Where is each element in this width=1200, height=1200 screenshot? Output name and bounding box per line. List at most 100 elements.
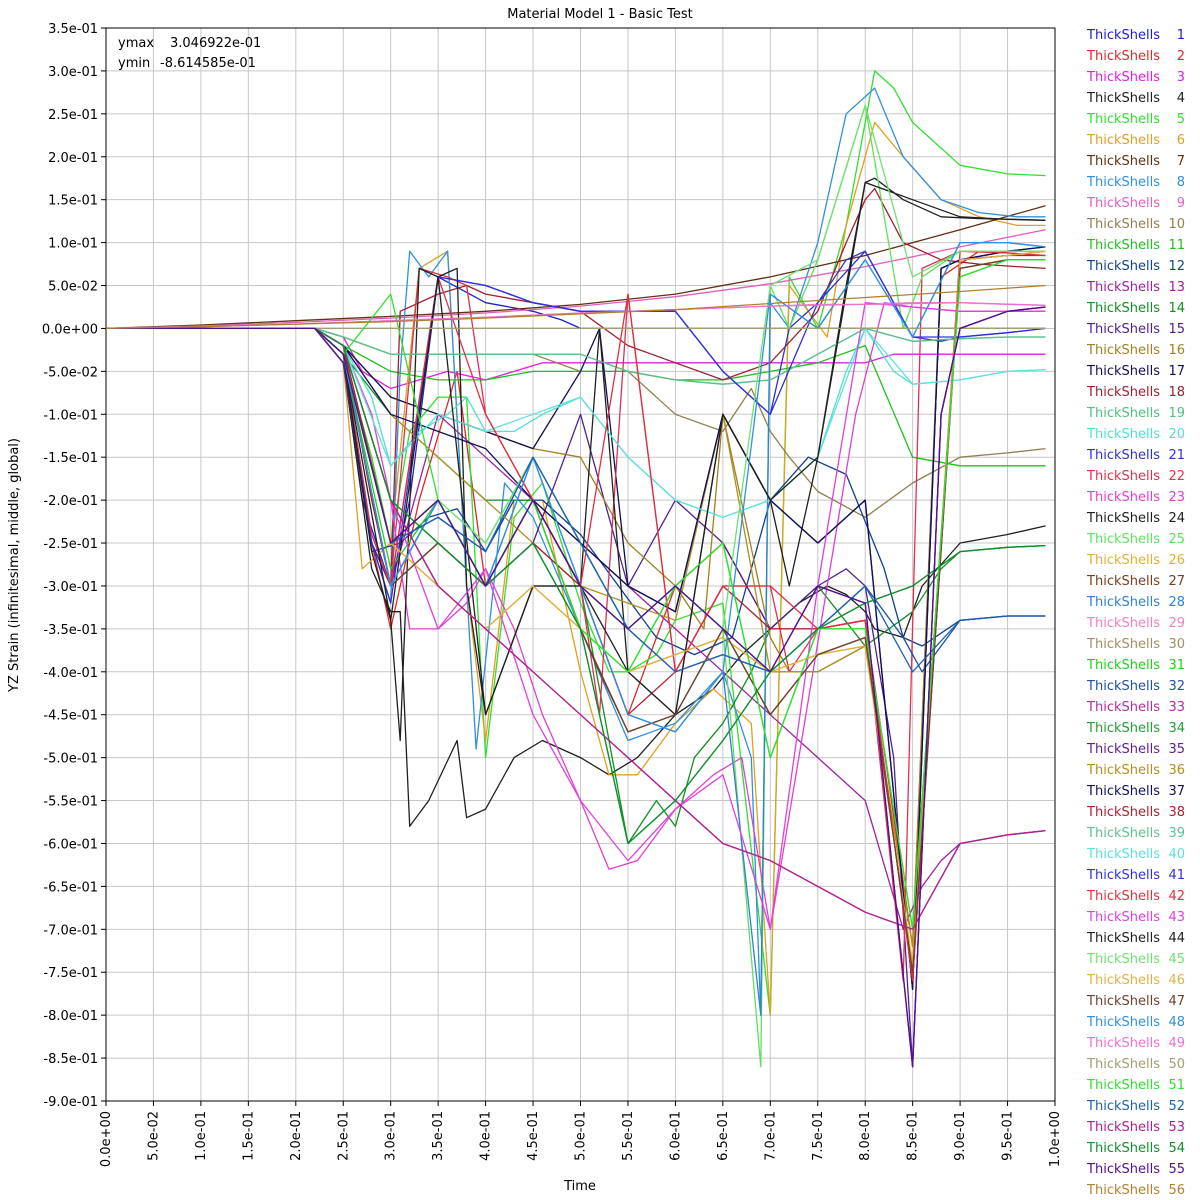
y-tick-label: -5.5e-01 xyxy=(43,795,98,810)
series-line-55 xyxy=(106,306,1046,1068)
legend-entry-name: ThickShells xyxy=(1086,343,1160,358)
series-line-48 xyxy=(106,241,1046,733)
legend-entry-name: ThickShells xyxy=(1086,826,1160,841)
y-tick-label: 1.5e-01 xyxy=(48,194,98,209)
x-tick-label: 1.0e+00 xyxy=(1048,1111,1063,1167)
y-tick-label: -2.0e-01 xyxy=(43,494,98,509)
legend-entry-name: ThickShells xyxy=(1086,574,1160,589)
x-tick-label: 7.0e-01 xyxy=(763,1111,778,1161)
legend-entry-id: 3 xyxy=(1177,70,1185,85)
legend-entry-id: 13 xyxy=(1168,280,1185,295)
legend-entry-name: ThickShells xyxy=(1086,553,1160,568)
y-tick-label: -1.0e-01 xyxy=(43,408,98,423)
series-line-10 xyxy=(106,327,1046,518)
legend-entry-id: 31 xyxy=(1168,658,1185,673)
legend-entry-name: ThickShells xyxy=(1086,49,1160,64)
legend-entry-id: 29 xyxy=(1168,616,1185,631)
x-tick-label: 5.0e-02 xyxy=(146,1111,161,1161)
x-tick-label: 4.5e-01 xyxy=(526,1111,541,1161)
y-tick-label: -8.5e-01 xyxy=(43,1052,98,1067)
legend-entry-id: 54 xyxy=(1168,1141,1185,1156)
legend-entry-id: 20 xyxy=(1168,427,1185,442)
legend-entry-id: 16 xyxy=(1168,343,1185,358)
legend-entry-name: ThickShells xyxy=(1086,742,1160,757)
legend-entry-id: 35 xyxy=(1168,742,1185,757)
legend-entry-name: ThickShells xyxy=(1086,322,1160,337)
legend-entry-name: ThickShells xyxy=(1086,637,1160,652)
x-tick-label: 1.5e-01 xyxy=(241,1111,256,1161)
legend-entry-id: 52 xyxy=(1168,1099,1185,1114)
series-line-37 xyxy=(106,246,1046,991)
series-line-6 xyxy=(106,121,1046,1016)
x-tick-label: 9.5e-01 xyxy=(1001,1111,1016,1161)
legend-entry-name: ThickShells xyxy=(1086,595,1160,610)
legend-entry-id: 53 xyxy=(1168,1120,1185,1135)
legend-entry-name: ThickShells xyxy=(1086,1036,1160,1051)
y-tick-label: 5.0e-02 xyxy=(48,280,98,295)
legend-entry-id: 39 xyxy=(1168,826,1185,841)
legend-entry-name: ThickShells xyxy=(1086,658,1160,673)
y-ticks: 3.5e-01 3.0e-01 2.5e-01 2.0e-01 1.5e-01 1.0e-… xyxy=(42,22,106,1110)
x-tick-label: 3.5e-01 xyxy=(431,1111,446,1161)
y-tick-label: -7.0e-01 xyxy=(43,923,98,938)
legend-entry-id: 15 xyxy=(1168,322,1185,337)
series-line-9 xyxy=(105,229,1046,330)
series-line-26 xyxy=(106,250,1046,965)
y-tick-label: -4.5e-01 xyxy=(43,709,98,724)
legend-entry-id: 6 xyxy=(1177,133,1185,148)
series-line-11 xyxy=(106,327,1046,467)
y-tick-label: -5.0e-01 xyxy=(43,752,98,767)
legend-entry-name: ThickShells xyxy=(1086,469,1160,484)
x-tick-label: 1.0e-01 xyxy=(194,1111,209,1161)
x-tick-label: 2.0e-01 xyxy=(289,1111,304,1161)
legend-entry-name: ThickShells xyxy=(1086,217,1160,232)
legend-entry-id: 26 xyxy=(1168,553,1185,568)
legend-entry-id: 41 xyxy=(1168,868,1185,883)
legend-entry-name: ThickShells xyxy=(1086,133,1160,148)
legend-entry-id: 48 xyxy=(1168,1015,1185,1030)
y-tick-label: 0.0e+00 xyxy=(42,322,98,337)
legend-entry-name: ThickShells xyxy=(1086,175,1160,190)
legend-entry-name: ThickShells xyxy=(1086,28,1160,43)
series-line-41 xyxy=(106,250,1046,587)
y-tick-label: -6.5e-01 xyxy=(43,880,98,895)
x-tick-label: 8.5e-01 xyxy=(906,1111,921,1161)
series-line-4 xyxy=(106,327,1046,827)
y-tick-label: -1.5e-01 xyxy=(43,451,98,466)
x-tick-label: 5.0e-01 xyxy=(574,1111,589,1161)
legend-entry-name: ThickShells xyxy=(1086,952,1160,967)
x-ticks: 0.0e+00 5.0e-02 1.0e-01 1.5e-01 2.0e-01 2.5e-… xyxy=(99,1101,1063,1167)
legend-entry-id: 32 xyxy=(1168,679,1185,694)
series-line-23 xyxy=(106,302,1046,930)
legend-entry-id: 18 xyxy=(1168,385,1185,400)
y-tick-label: -3.0e-01 xyxy=(43,580,98,595)
legend-entry-id: 9 xyxy=(1177,196,1185,211)
legend-entry-name: ThickShells xyxy=(1086,238,1160,253)
series-line-44 xyxy=(106,181,1046,716)
legend-entry-name: ThickShells xyxy=(1086,1120,1160,1135)
legend-entry-name: ThickShells xyxy=(1086,385,1160,400)
legend-entry-id: 37 xyxy=(1168,784,1185,799)
legend-entry-name: ThickShells xyxy=(1086,280,1160,295)
x-tick-label: 2.5e-01 xyxy=(336,1111,351,1161)
legend-entry-id: 45 xyxy=(1168,952,1185,967)
legend-entry-id: 4 xyxy=(1177,91,1185,106)
legend-entry-id: 40 xyxy=(1168,847,1185,862)
x-tick-label: 4.0e-01 xyxy=(479,1111,494,1161)
legend-entry-name: ThickShells xyxy=(1086,112,1160,127)
legend-entry-id: 10 xyxy=(1168,217,1185,232)
legend-entry-name: ThickShells xyxy=(1086,70,1160,85)
legend-entry-name: ThickShells xyxy=(1086,154,1160,169)
y-tick-label: 3.5e-01 xyxy=(48,22,98,37)
legend-entry-name: ThickShells xyxy=(1086,259,1160,274)
legend-entry-name: ThickShells xyxy=(1086,1057,1160,1072)
series-line-56 xyxy=(105,284,1046,330)
legend-entry-name: ThickShells xyxy=(1086,784,1160,799)
legend-entry-name: ThickShells xyxy=(1086,973,1160,988)
legend-entry-id: 28 xyxy=(1168,595,1185,610)
chart-title: Material Model 1 - Basic Test xyxy=(507,7,693,22)
y-axis-label: YZ Strain (infinitesimal, middle, global… xyxy=(7,438,22,693)
y-tick-label: -9.0e-01 xyxy=(43,1095,98,1110)
legend-entry-name: ThickShells xyxy=(1086,700,1160,715)
legend-entry-id: 25 xyxy=(1168,532,1185,547)
